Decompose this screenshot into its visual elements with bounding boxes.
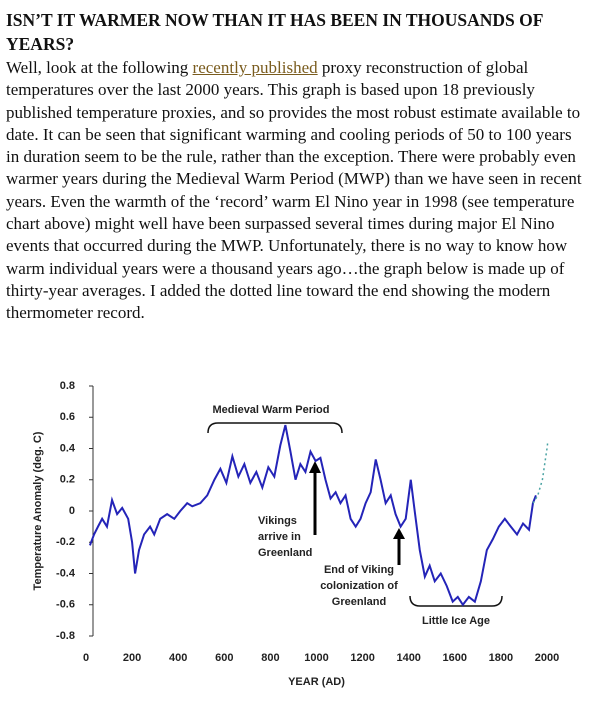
link[interactable]: recently published xyxy=(192,58,318,77)
text: proxy reconstruction of global temperatu… xyxy=(6,58,582,323)
annotation: colonization of xyxy=(320,580,398,592)
x-tick-label: 1600 xyxy=(443,652,467,664)
annotation: Greenland xyxy=(332,596,386,608)
x-tick-label: 1000 xyxy=(304,652,328,664)
annotation: arrive in xyxy=(258,531,301,543)
y-tick-label: 0.4 xyxy=(60,442,76,454)
x-tick-label: 400 xyxy=(169,652,187,664)
lia-bracket xyxy=(409,595,503,607)
mwp-bracket xyxy=(207,422,343,434)
arrow-head xyxy=(393,528,405,539)
annotation: Medieval Warm Period xyxy=(213,404,330,416)
data-line xyxy=(532,440,549,504)
x-tick-label: 0 xyxy=(83,652,89,664)
arrow-head xyxy=(309,461,321,473)
x-tick-label: 2000 xyxy=(535,652,559,664)
annotation: End of Viking xyxy=(324,564,394,576)
text: Well, look at the following xyxy=(6,58,193,77)
x-tick-label: 800 xyxy=(261,652,279,664)
x-tick-label: 1800 xyxy=(489,652,513,664)
paragraph: Well, look at the following recently pub… xyxy=(6,57,584,325)
x-tick-label: 600 xyxy=(215,652,233,664)
x-tick-label: 200 xyxy=(123,652,141,664)
y-tick-label: 0.2 xyxy=(60,474,75,486)
annotation: Vikings xyxy=(258,515,297,527)
y-tick-label: -0.8 xyxy=(56,630,75,642)
chart: 0.8 0.6 0.4 0.2 0 -0.2 -0.4 -0.6 -0.8 0 200 400 600 8… xyxy=(32,380,559,688)
y-tick-label: 0.6 xyxy=(60,411,75,423)
data-line xyxy=(88,424,537,607)
annotation: Little Ice Age xyxy=(422,615,490,627)
x-tick-label: 1400 xyxy=(396,652,420,664)
y-tick-label: -0.4 xyxy=(56,567,76,579)
y-axis-label: Temperature Anomaly (deg. C) xyxy=(32,431,44,590)
y-tick-label: -0.6 xyxy=(56,599,75,611)
y-tick-label: 0 xyxy=(69,505,75,517)
y-tick-label: -0.2 xyxy=(56,536,75,548)
annotation: Greenland xyxy=(258,547,312,559)
y-tick-label: 0.8 xyxy=(60,380,75,392)
x-axis-label: YEAR (AD) xyxy=(288,676,345,688)
heading: ISN’T IT WARMER NOW THAN IT HAS BEEN IN … xyxy=(6,10,543,54)
x-tick-label: 1200 xyxy=(350,652,374,664)
